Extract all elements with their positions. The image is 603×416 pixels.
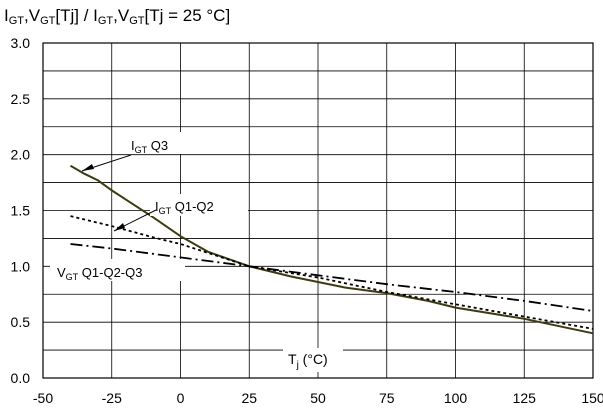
- x-tick-label: 0: [177, 390, 185, 406]
- title-part: [Tj = 25 °C]: [144, 6, 231, 25]
- series-label: IGT Q3: [131, 138, 168, 155]
- x-tick-label: 50: [310, 390, 326, 406]
- title-part: GT: [129, 15, 145, 27]
- plot-frame: [42, 42, 594, 379]
- y-tick-label: 0.0: [11, 370, 31, 386]
- y-tick-label: 2.0: [11, 147, 31, 163]
- title-part: I: [4, 6, 9, 25]
- y-tick-label: 2.5: [11, 91, 31, 107]
- x-tick-label: -50: [33, 390, 53, 406]
- x-tick-label: 100: [444, 390, 468, 406]
- title-part: GT: [40, 15, 56, 27]
- chart-title: IGT,VGT[Tj] / IGT,VGT[Tj = 25 °C]: [4, 6, 230, 27]
- series-label: VGT Q1-Q2-Q3: [57, 265, 142, 282]
- series-line-q3: [70, 164, 594, 335]
- y-tick-label: 3.0: [11, 35, 31, 51]
- series-label-bg: [50, 259, 185, 281]
- title-part: ,V: [24, 6, 41, 25]
- x-tick-label: 75: [379, 390, 395, 406]
- y-tick-label: 1.0: [11, 258, 31, 274]
- series-label-bg: [150, 194, 248, 216]
- title-part: [Tj] / I: [55, 6, 98, 25]
- arrowhead-icon: [82, 164, 94, 171]
- x-tick-label: 150: [581, 390, 603, 406]
- series-label: IGT Q1-Q2: [155, 199, 214, 216]
- y-tick-label: 0.5: [11, 314, 31, 330]
- x-tick-label: -25: [102, 390, 122, 406]
- y-tick-label: 1.5: [11, 203, 31, 219]
- title-part: GT: [8, 15, 25, 27]
- arrowhead-icon: [114, 223, 125, 231]
- series-label-bg: [124, 132, 184, 154]
- x-axis-label-bg: [283, 348, 343, 372]
- title-part: ,V: [113, 6, 130, 25]
- x-tick-label: 25: [241, 390, 257, 406]
- x-tick-label: 125: [513, 390, 537, 406]
- title-part: GT: [97, 15, 114, 27]
- series-line-vgt-q1-q2-q3: [70, 243, 594, 312]
- x-axis-label: Tj (°C): [288, 351, 328, 371]
